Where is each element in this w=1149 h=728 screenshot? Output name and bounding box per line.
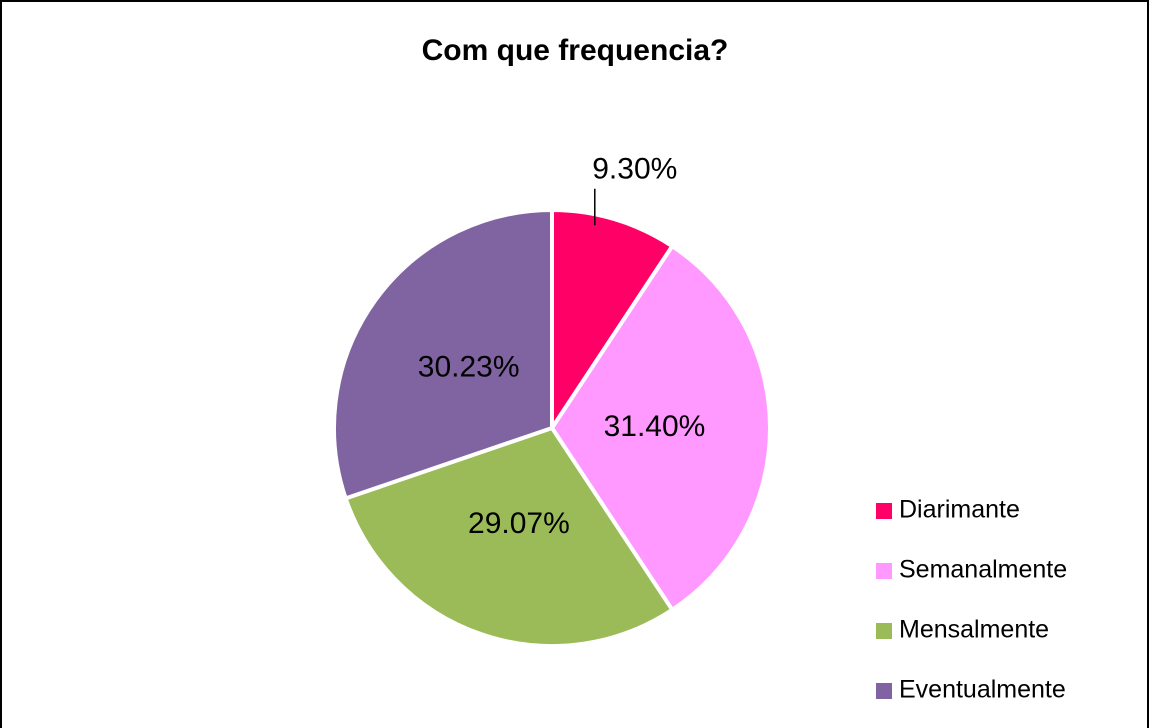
data-label: 30.23% bbox=[418, 350, 520, 383]
legend-label: Mensalmente bbox=[899, 616, 1049, 644]
legend-swatch bbox=[876, 503, 892, 519]
chart-title: Com que frequencia? bbox=[422, 34, 729, 67]
legend-swatch bbox=[876, 623, 892, 639]
pie-slice bbox=[332, 207, 554, 501]
pie-slice bbox=[550, 207, 676, 435]
data-label: 31.40% bbox=[604, 410, 706, 443]
legend-label: Semanalmente bbox=[899, 556, 1067, 584]
legend-swatch bbox=[876, 683, 892, 699]
pie-slice bbox=[343, 425, 676, 648]
data-label: 9.30% bbox=[592, 153, 677, 186]
legend-label: Diarimante bbox=[899, 496, 1020, 524]
legend-swatch bbox=[876, 563, 892, 579]
data-label: 29.07% bbox=[468, 507, 570, 540]
pie-slice bbox=[549, 243, 772, 613]
legend-label: Eventualmente bbox=[899, 676, 1066, 704]
